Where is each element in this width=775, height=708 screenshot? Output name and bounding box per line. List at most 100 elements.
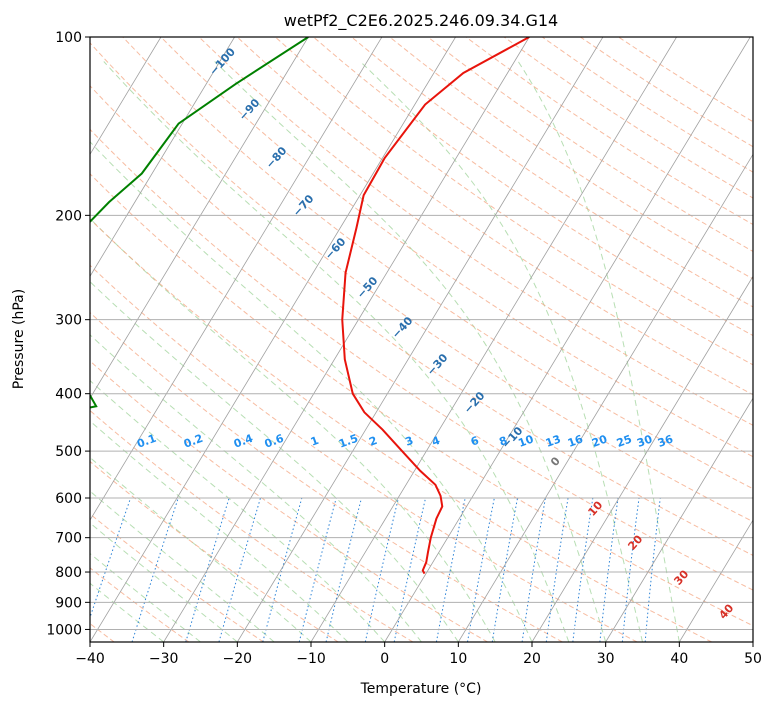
isotherm-line xyxy=(90,37,456,642)
dry-adiabat-line xyxy=(90,264,638,642)
isotherm-line xyxy=(457,153,753,642)
mixing-ratio-label: 16 xyxy=(566,432,585,450)
mixing-ratio-label: 4 xyxy=(430,434,442,449)
isotherm-line xyxy=(90,37,162,156)
x-tick-label: 40 xyxy=(670,651,688,667)
x-axis: −40 −30 −20 −10 0 10 20 30 40 50 xyxy=(75,642,762,667)
mixing-ratio-line xyxy=(262,497,303,642)
moist-adiabat-line xyxy=(90,379,386,642)
y-tick-label: 600 xyxy=(55,491,82,507)
y-tick-label: 700 xyxy=(55,531,82,547)
adiabat-label: 40 xyxy=(716,601,736,621)
mixing-ratio-label: 20 xyxy=(590,432,609,450)
y-axis-label: Pressure (hPa) xyxy=(11,289,27,389)
y-tick-label: 500 xyxy=(55,444,82,460)
dry-adiabat-line xyxy=(122,37,753,490)
isotherm-line xyxy=(531,275,753,642)
dry-adiabat-line xyxy=(90,85,753,556)
mixing-ratio-label: 1 xyxy=(309,434,321,449)
moist-adiabat-line xyxy=(214,61,607,642)
dry-adiabat-line xyxy=(90,460,339,642)
dry-adiabats xyxy=(90,37,753,642)
dry-adiabat-line xyxy=(90,360,488,642)
x-axis-label: Temperature (°C) xyxy=(360,681,482,697)
y-tick-label: 100 xyxy=(55,30,82,46)
x-tick-label: −30 xyxy=(149,651,179,667)
mixing-ratio-label: 30 xyxy=(635,432,654,450)
mixing-ratio-line xyxy=(298,497,337,642)
x-tick-label: −20 xyxy=(223,651,253,667)
dry-adiabat-line xyxy=(236,37,753,396)
adiabat-label: −30 xyxy=(424,351,450,378)
isotherm-line xyxy=(310,37,677,642)
adiabat-label: 30 xyxy=(671,567,691,587)
mixing-ratio-label: 0.6 xyxy=(263,432,286,451)
x-tick-label: 30 xyxy=(597,651,615,667)
diagram-labels: 0.1 0.2 0.4 0.6 1 1.5 2 3 4 6 8 10 13 16 20 25 30 36−100−… xyxy=(135,45,736,622)
dry-adiabat-line xyxy=(198,37,753,426)
mixing-ratio-line xyxy=(364,497,399,642)
y-tick-label: 1000 xyxy=(46,622,82,638)
dry-adiabat-line xyxy=(90,311,563,642)
adiabat-label: −20 xyxy=(461,389,487,416)
isobar-grid xyxy=(90,37,753,630)
mixing-ratio-lines xyxy=(90,497,661,642)
adiabat-label: −40 xyxy=(389,314,415,341)
adiabat-label: −60 xyxy=(322,235,348,262)
plot-frame xyxy=(89,36,754,643)
dry-adiabat-line xyxy=(90,128,753,591)
mixing-ratio-label: 2 xyxy=(367,434,379,449)
dry-adiabat-line xyxy=(274,37,753,366)
sounding-line-0 xyxy=(341,37,530,575)
moist-adiabat-line xyxy=(359,61,643,642)
moist-adiabat-line xyxy=(90,141,533,642)
isotherm-line xyxy=(90,37,235,278)
dry-adiabat-line xyxy=(541,37,753,173)
x-tick-label: 10 xyxy=(449,651,467,667)
mixing-ratio-label: 3 xyxy=(404,434,416,449)
mixing-ratio-line xyxy=(545,497,569,642)
mixing-ratio-label: 13 xyxy=(544,433,563,450)
dry-adiabat-line xyxy=(618,37,753,123)
mixing-ratio-label: 6 xyxy=(469,434,481,449)
x-tick-label: −10 xyxy=(296,651,326,667)
mixing-ratio-label: 10 xyxy=(517,432,536,450)
moist-adiabat-line xyxy=(90,522,238,642)
moist-adiabat-line xyxy=(90,456,312,642)
isotherm-line xyxy=(236,37,604,642)
y-tick-label: 900 xyxy=(55,595,82,611)
y-tick-label: 200 xyxy=(55,208,82,224)
dry-adiabat-line xyxy=(90,409,414,642)
adiabat-label: −50 xyxy=(354,274,380,301)
moist-adiabat-line xyxy=(103,61,570,642)
mixing-ratio-line xyxy=(325,497,362,642)
chart-title: wetPf2_C2E6.2025.246.09.34.G14 xyxy=(284,11,558,31)
y-tick-label: 400 xyxy=(55,387,82,403)
mixing-ratio-label: 36 xyxy=(656,432,675,450)
moist-adiabat-line xyxy=(90,552,201,642)
dry-adiabat-line xyxy=(90,218,712,642)
dry-adiabat-line xyxy=(427,37,753,252)
mixing-ratio-line xyxy=(90,497,132,619)
dry-adiabat-line xyxy=(465,37,753,226)
isotherm-line xyxy=(752,641,753,642)
mixing-ratio-label: 1.5 xyxy=(337,432,360,451)
moist-adiabats xyxy=(90,61,680,642)
adiabat-label: 20 xyxy=(625,532,645,552)
sounding-line-1 xyxy=(90,37,309,409)
isotherm-line xyxy=(384,37,751,642)
adiabat-label: 10 xyxy=(585,498,605,518)
mixing-ratio-line xyxy=(393,497,427,642)
mixing-ratio-line xyxy=(218,497,261,642)
dry-adiabat-line xyxy=(389,37,753,280)
moist-adiabat-line xyxy=(90,490,275,642)
mixing-ratio-line xyxy=(644,497,661,642)
moist-adiabat-line xyxy=(517,61,680,642)
mixing-ratio-label: 0.1 xyxy=(135,432,158,451)
dry-adiabat-line xyxy=(90,513,264,642)
mixing-ratio-line xyxy=(521,497,546,642)
isotherm-line xyxy=(678,519,753,642)
adiabat-label: −100 xyxy=(207,45,238,78)
y-axis: 100 200 300 400 500 600 700 800 900 1000 xyxy=(46,30,90,638)
